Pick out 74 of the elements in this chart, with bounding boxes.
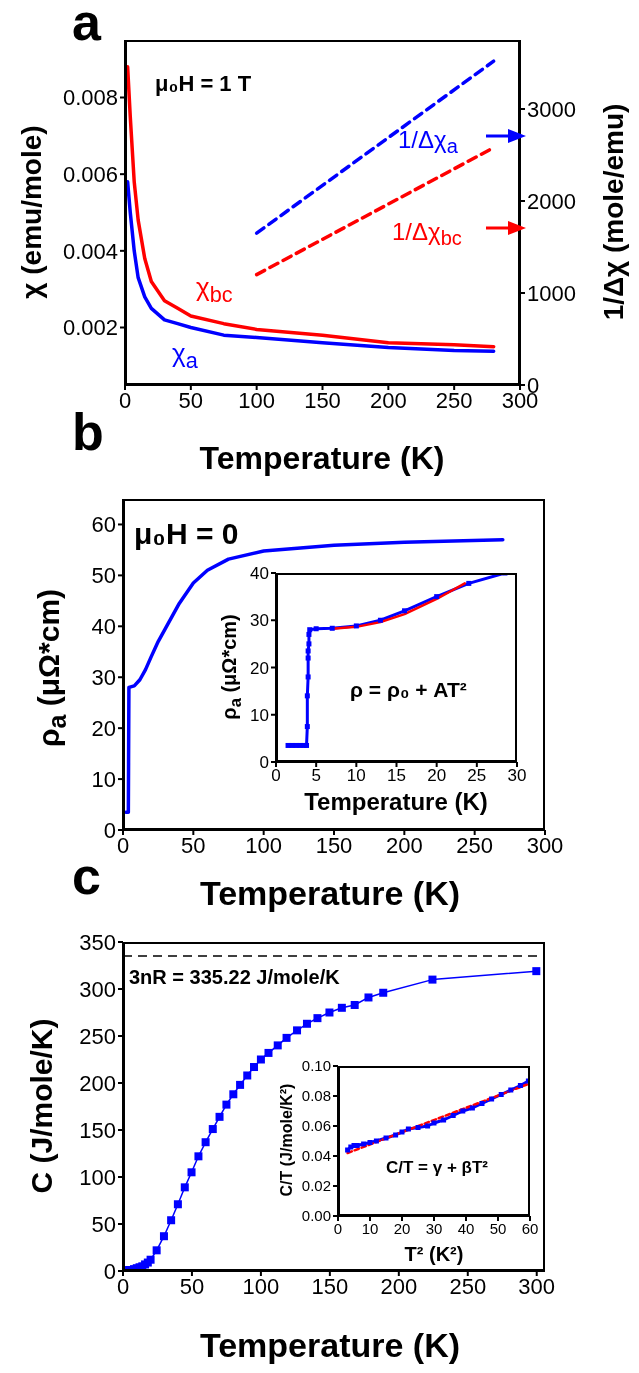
x-axis-title: Temperature (K) (304, 788, 488, 816)
x-tick-label: 300 (518, 1273, 556, 1299)
x-tick-label: 50 (489, 1219, 507, 1237)
x-tick-label: 60 (521, 1219, 539, 1237)
x-tick-label: 30 (507, 766, 527, 786)
x-tick-label: 20 (393, 1219, 411, 1237)
y-tick-label: 10 (250, 705, 269, 725)
y-axis-title: C/T (J/mole/K²) (278, 1083, 296, 1197)
y-tick-label: 300 (79, 976, 116, 1002)
y-tick-label: 150 (79, 1117, 116, 1143)
x-tick-label: 250 (449, 1273, 487, 1299)
series-label: χ$_{a}$ (172, 337, 198, 375)
x-tick-label: 10 (361, 1219, 379, 1237)
chart-title: a (72, 0, 101, 52)
x-axis-title: T² (K²) (404, 1242, 464, 1266)
series-label: χ$_{bc}$ (196, 271, 233, 309)
y-tick-label: 40 (91, 614, 116, 640)
x-axis-title: Temperature (K) (199, 1325, 461, 1365)
y-axis-title: χ (emu/mole) (16, 125, 48, 299)
x-tick-label: 15 (387, 766, 406, 786)
x-axis-title: Temperature (K) (199, 439, 445, 477)
x-tick-label: 40 (457, 1219, 475, 1237)
x-tick-label: 10 (346, 766, 366, 786)
y-tick-label: 0 (259, 753, 269, 773)
y-tick-label: 0.008 (62, 85, 118, 111)
x-tick-label: 25 (467, 766, 487, 786)
y-tick-label: 200 (79, 1070, 116, 1096)
annotation: μ₀H = 0 (134, 517, 239, 551)
x-tick-label: 30 (425, 1219, 443, 1237)
y-tick-label: 20 (91, 715, 116, 741)
x-tick-label: 200 (385, 832, 423, 858)
y2-tick-label: 2000 (527, 188, 576, 214)
y-tick-label: 0.04 (301, 1147, 331, 1165)
y-tick-label: 0.08 (301, 1087, 331, 1105)
y-tick-label: 30 (250, 611, 269, 631)
x-tick-label: 50 (181, 832, 206, 858)
chart-title: b (72, 402, 104, 462)
y2-tick-label: 3000 (527, 96, 576, 122)
x-tick-label: 300 (526, 832, 564, 858)
y2-axis-title: 1/Δχ (mole/emu) (598, 103, 630, 321)
x-tick-label: 250 (456, 832, 494, 858)
y-tick-label: 0.02 (301, 1177, 331, 1195)
y-tick-label: 250 (79, 1023, 116, 1049)
y-tick-label: 40 (250, 564, 269, 584)
ref-line-label: 3nR = 335.22 J/mole/K (129, 965, 341, 988)
y-tick-label: 30 (91, 665, 116, 691)
y-tick-label: 0.06 (301, 1117, 331, 1135)
y-axis-title: C (J/mole/K) (25, 1018, 59, 1194)
x-tick-label: 0 (333, 1219, 343, 1237)
x-tick-label: 200 (380, 1273, 418, 1299)
x-tick-label: 20 (427, 766, 447, 786)
y-tick-label: 100 (79, 1164, 116, 1190)
y-tick-label: 0.006 (62, 161, 118, 187)
y-tick-label: 0.10 (301, 1057, 331, 1075)
y-tick-label: 0.00 (301, 1207, 331, 1225)
y-tick-label: 60 (91, 512, 116, 538)
annotation: μ₀H = 1 T (155, 71, 252, 97)
annotation: ρ = ρ₀ + AT² (350, 678, 467, 702)
y-tick-label: 50 (91, 563, 116, 589)
y-tick-label: 0.004 (62, 238, 118, 264)
x-tick-label: 200 (369, 387, 407, 413)
x-tick-label: 5 (311, 766, 321, 786)
y2-tick-label: 1000 (527, 280, 576, 306)
x-axis-title: Temperature (K) (199, 873, 461, 913)
legend-label: 1/Δχ$_{a}$ (398, 125, 458, 159)
chart-title: c (72, 846, 101, 906)
y-tick-label: 20 (250, 658, 269, 678)
x-tick-label: 250 (435, 387, 473, 413)
legend-label: 1/Δχ$_{bc}$ (392, 217, 462, 251)
x-tick-label: 50 (179, 1273, 205, 1299)
y-tick-label: 350 (79, 929, 116, 955)
y-tick-label: 0.002 (62, 315, 118, 341)
x-tick-label: 50 (178, 387, 204, 413)
annotation: C/T = γ + βT² (386, 1158, 489, 1178)
